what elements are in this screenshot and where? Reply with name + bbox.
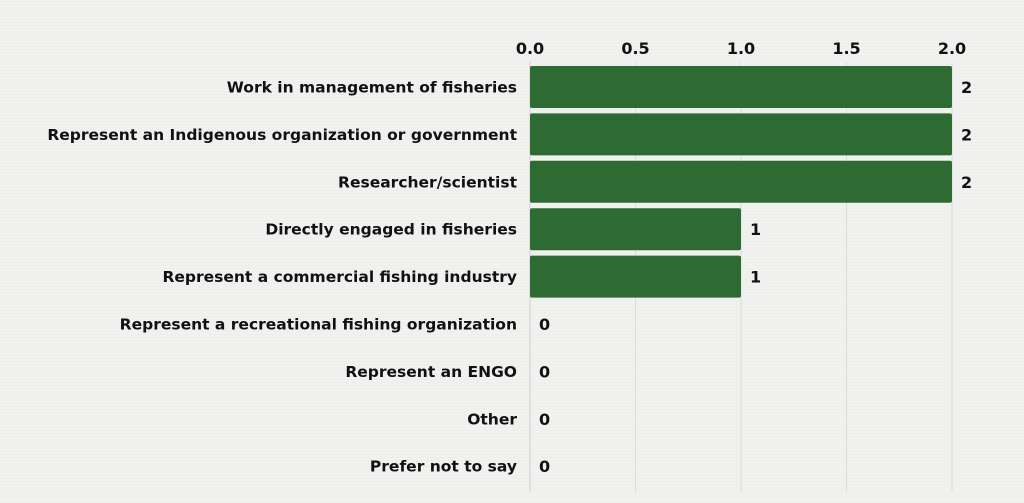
- bar: [530, 66, 952, 108]
- bars: [530, 66, 952, 298]
- category-label: Represent an Indigenous organization or …: [47, 126, 517, 144]
- x-tick-label: 0.5: [621, 39, 649, 58]
- data-label: 2: [961, 78, 972, 97]
- x-tick-label: 1.5: [832, 39, 860, 58]
- category-label: Represent a commercial fishing industry: [162, 268, 517, 286]
- x-tick-label: 0.0: [516, 39, 544, 58]
- x-tick-label: 2.0: [938, 39, 966, 58]
- value-labels: 2 2 2 1 1 0 0 0 0: [539, 78, 972, 476]
- bar: [530, 160, 952, 203]
- bar: [530, 113, 952, 156]
- data-label: 0: [539, 410, 550, 429]
- category-label: Work in management of fisheries: [227, 79, 517, 97]
- x-axis-ticks: 0.0 0.5 1.0 1.5 2.0: [516, 39, 966, 58]
- data-label: 0: [539, 315, 550, 334]
- data-label: 2: [961, 125, 972, 144]
- data-label: 0: [539, 362, 550, 381]
- bar: [530, 208, 741, 251]
- category-label: Researcher/scientist: [338, 173, 518, 191]
- category-labels: Work in management of fisheries Represent…: [47, 79, 517, 476]
- category-label: Other: [467, 410, 517, 428]
- data-label: 1: [750, 220, 761, 239]
- bar: [530, 255, 741, 298]
- category-label: Prefer not to say: [370, 458, 517, 476]
- data-label: 2: [961, 173, 972, 192]
- category-label: Represent a recreational fishing organiz…: [120, 316, 517, 334]
- category-label: Represent an ENGO: [345, 363, 517, 381]
- x-tick-label: 1.0: [727, 39, 755, 58]
- data-label: 1: [750, 268, 761, 287]
- category-label: Directly engaged in fisheries: [265, 221, 517, 239]
- data-label: 0: [539, 457, 550, 476]
